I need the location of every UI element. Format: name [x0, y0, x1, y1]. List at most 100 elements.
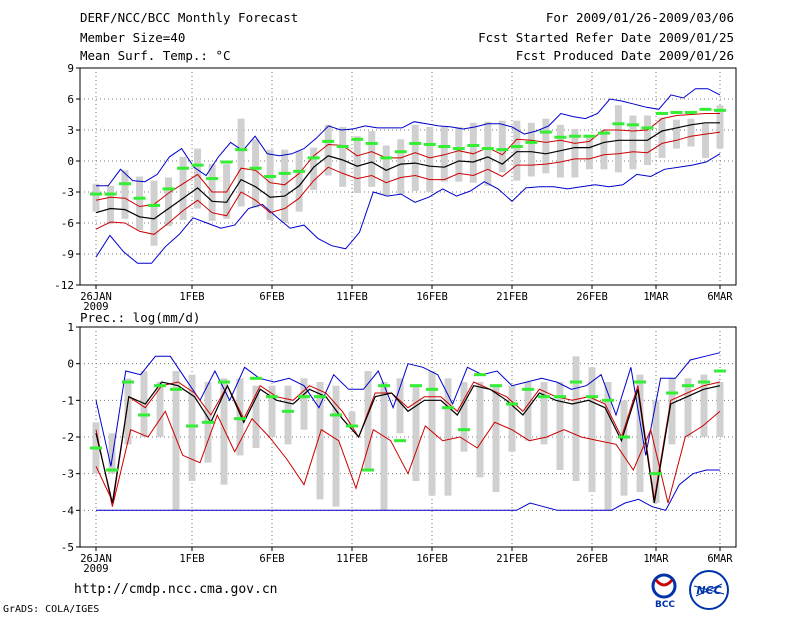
panel2-ensemble-box: [364, 371, 372, 470]
panel2-ensemble-box: [476, 382, 484, 478]
start-date: Fcst Started Refer Date 2009/01/25: [478, 30, 734, 45]
panel1-observed-marker: [597, 131, 610, 135]
panel2-ensemble-box: [220, 378, 228, 485]
panel2-observed-marker: [538, 395, 550, 399]
panel1-ensemble-box: [324, 124, 332, 176]
panel1-ensemble-box: [295, 150, 303, 212]
panel2-ytick-label: 0: [67, 358, 74, 371]
panel1-ensemble-box: [542, 118, 550, 174]
panel1-xtick-label: 16FEB: [416, 291, 448, 303]
panel2-ensemble-box: [460, 382, 468, 452]
panel1-observed-marker: [162, 187, 175, 191]
panel1-ensemble-box: [440, 126, 448, 182]
panel2-xtick-label: 6MAR: [707, 553, 733, 565]
panel1-ensemble-box: [339, 126, 347, 187]
panel1-observed-marker: [684, 110, 697, 114]
panel2-ytick-label: -5: [61, 541, 74, 554]
precip-panel-label: Prec.: log(mm/d): [80, 310, 200, 325]
panel2-observed-marker: [490, 384, 502, 388]
panel1-observed-marker: [641, 126, 654, 130]
panel1-observed-marker: [264, 175, 277, 178]
panel1-ensemble-box: [281, 149, 289, 223]
chart-title: DERF/NCC/BCC Monthly Forecast: [80, 10, 299, 25]
panel2-observed-marker: [714, 369, 726, 373]
panel1-observed-marker: [365, 141, 378, 145]
panel2-xtick-label: 21FEB: [496, 553, 528, 565]
panel1-ytick-label: 9: [67, 62, 74, 75]
panel1-ensemble-box: [165, 177, 173, 227]
panel1-observed-marker: [699, 107, 712, 111]
panel1-ytick-label: 6: [67, 93, 74, 106]
panel1-ytick-label: 3: [67, 124, 74, 137]
panel1-observed-marker: [90, 192, 102, 196]
panel1-observed-marker: [626, 123, 639, 127]
panel2-observed-marker: [442, 406, 454, 410]
panel1-xtick-label: 26FEB: [576, 291, 608, 303]
panel2-mean-line: [95, 381, 721, 504]
panel2-ensemble-box: [412, 385, 420, 481]
panel2-ensemble-box: [300, 378, 308, 430]
panel2-xtick-label: 26FEB: [576, 553, 608, 565]
panel2-ensemble-box: [188, 374, 196, 481]
panel2-ensemble-box: [716, 382, 724, 437]
panel2-xtick-label: 26JAN: [80, 553, 112, 565]
panel1-observed-marker: [177, 166, 190, 170]
panel2-ensemble-box: [700, 374, 708, 437]
panel2-observed-marker: [298, 395, 310, 399]
panel2-ensemble-box: [524, 382, 532, 441]
panel2-observed-marker: [170, 387, 182, 391]
panel2-observed-marker: [410, 384, 422, 388]
panel2-ensemble-box: [316, 382, 324, 500]
panel1-observed-marker: [351, 137, 364, 141]
ncc-logo: NCC: [689, 570, 729, 610]
panel2-ensemble-box: [444, 378, 452, 496]
panel1-ensemble-box: [194, 148, 202, 209]
panel2-ensemble-box: [252, 385, 260, 448]
panel1-xtick-label: 11FEB: [336, 291, 368, 303]
panel2-observed-marker: [250, 376, 262, 380]
website-url[interactable]: http://cmdp.ncc.cma.gov.cn: [74, 582, 278, 597]
panel2-xtick-label: 16FEB: [416, 553, 448, 565]
bcc-logo: BCC: [651, 573, 677, 610]
panel1-ensemble-box: [237, 118, 245, 207]
panel2-observed-marker: [202, 420, 214, 424]
panel2-ensemble-box: [284, 385, 292, 445]
panel1-ytick-label: -12: [54, 279, 74, 292]
panel1-ensemble-box: [426, 126, 434, 192]
panel2-ytick-label: -3: [61, 468, 74, 481]
panel2-observed-marker: [602, 398, 614, 402]
panel1-ytick-label: -9: [61, 248, 74, 261]
panel1-observed-marker: [467, 144, 480, 147]
panel2-observed-marker: [506, 402, 518, 406]
panel1-max-line: [96, 88, 721, 187]
panel1-ensemble-box: [353, 136, 361, 194]
panel2-observed-marker: [346, 424, 358, 428]
panel2-observed-marker: [650, 472, 662, 476]
panel1-observed-marker: [278, 171, 291, 175]
member-size: Member Size=40: [80, 30, 186, 45]
panel1-observed-marker: [481, 147, 494, 151]
panel2-ensemble-box: [172, 371, 180, 511]
panel2-ensemble-box: [668, 378, 676, 445]
panel1-ensemble-box: [571, 128, 579, 178]
panel1-ensemble-box: [208, 164, 216, 221]
panel1-ensemble-box: [614, 105, 622, 173]
panel1-xtick-label: 1FEB: [179, 291, 204, 303]
panel2-xtick-label: 6FEB: [259, 553, 284, 565]
panel1-observed-marker: [568, 134, 581, 138]
panel1-ytick-label: -6: [61, 217, 74, 230]
panel2-ensemble-box: [108, 433, 116, 474]
grads-credit: GrADS: COLA/IGES: [3, 604, 100, 615]
panel1-ensemble-box: [136, 176, 144, 231]
panel2-observed-marker: [586, 395, 598, 399]
panel1-observed-marker: [148, 203, 161, 207]
panel2-observed-marker: [266, 395, 278, 399]
panel1-ensemble-box: [585, 136, 593, 170]
panel2-observed-marker: [362, 468, 374, 472]
panel1-ensemble-box: [179, 156, 187, 220]
panel1-observed-marker: [133, 196, 146, 200]
panel1-ytick-label: -3: [61, 186, 74, 199]
panel1-ensemble-box: [107, 185, 115, 225]
panel2-observed-marker: [682, 384, 694, 388]
panel2-xtick-label: 1MAR: [643, 553, 669, 565]
